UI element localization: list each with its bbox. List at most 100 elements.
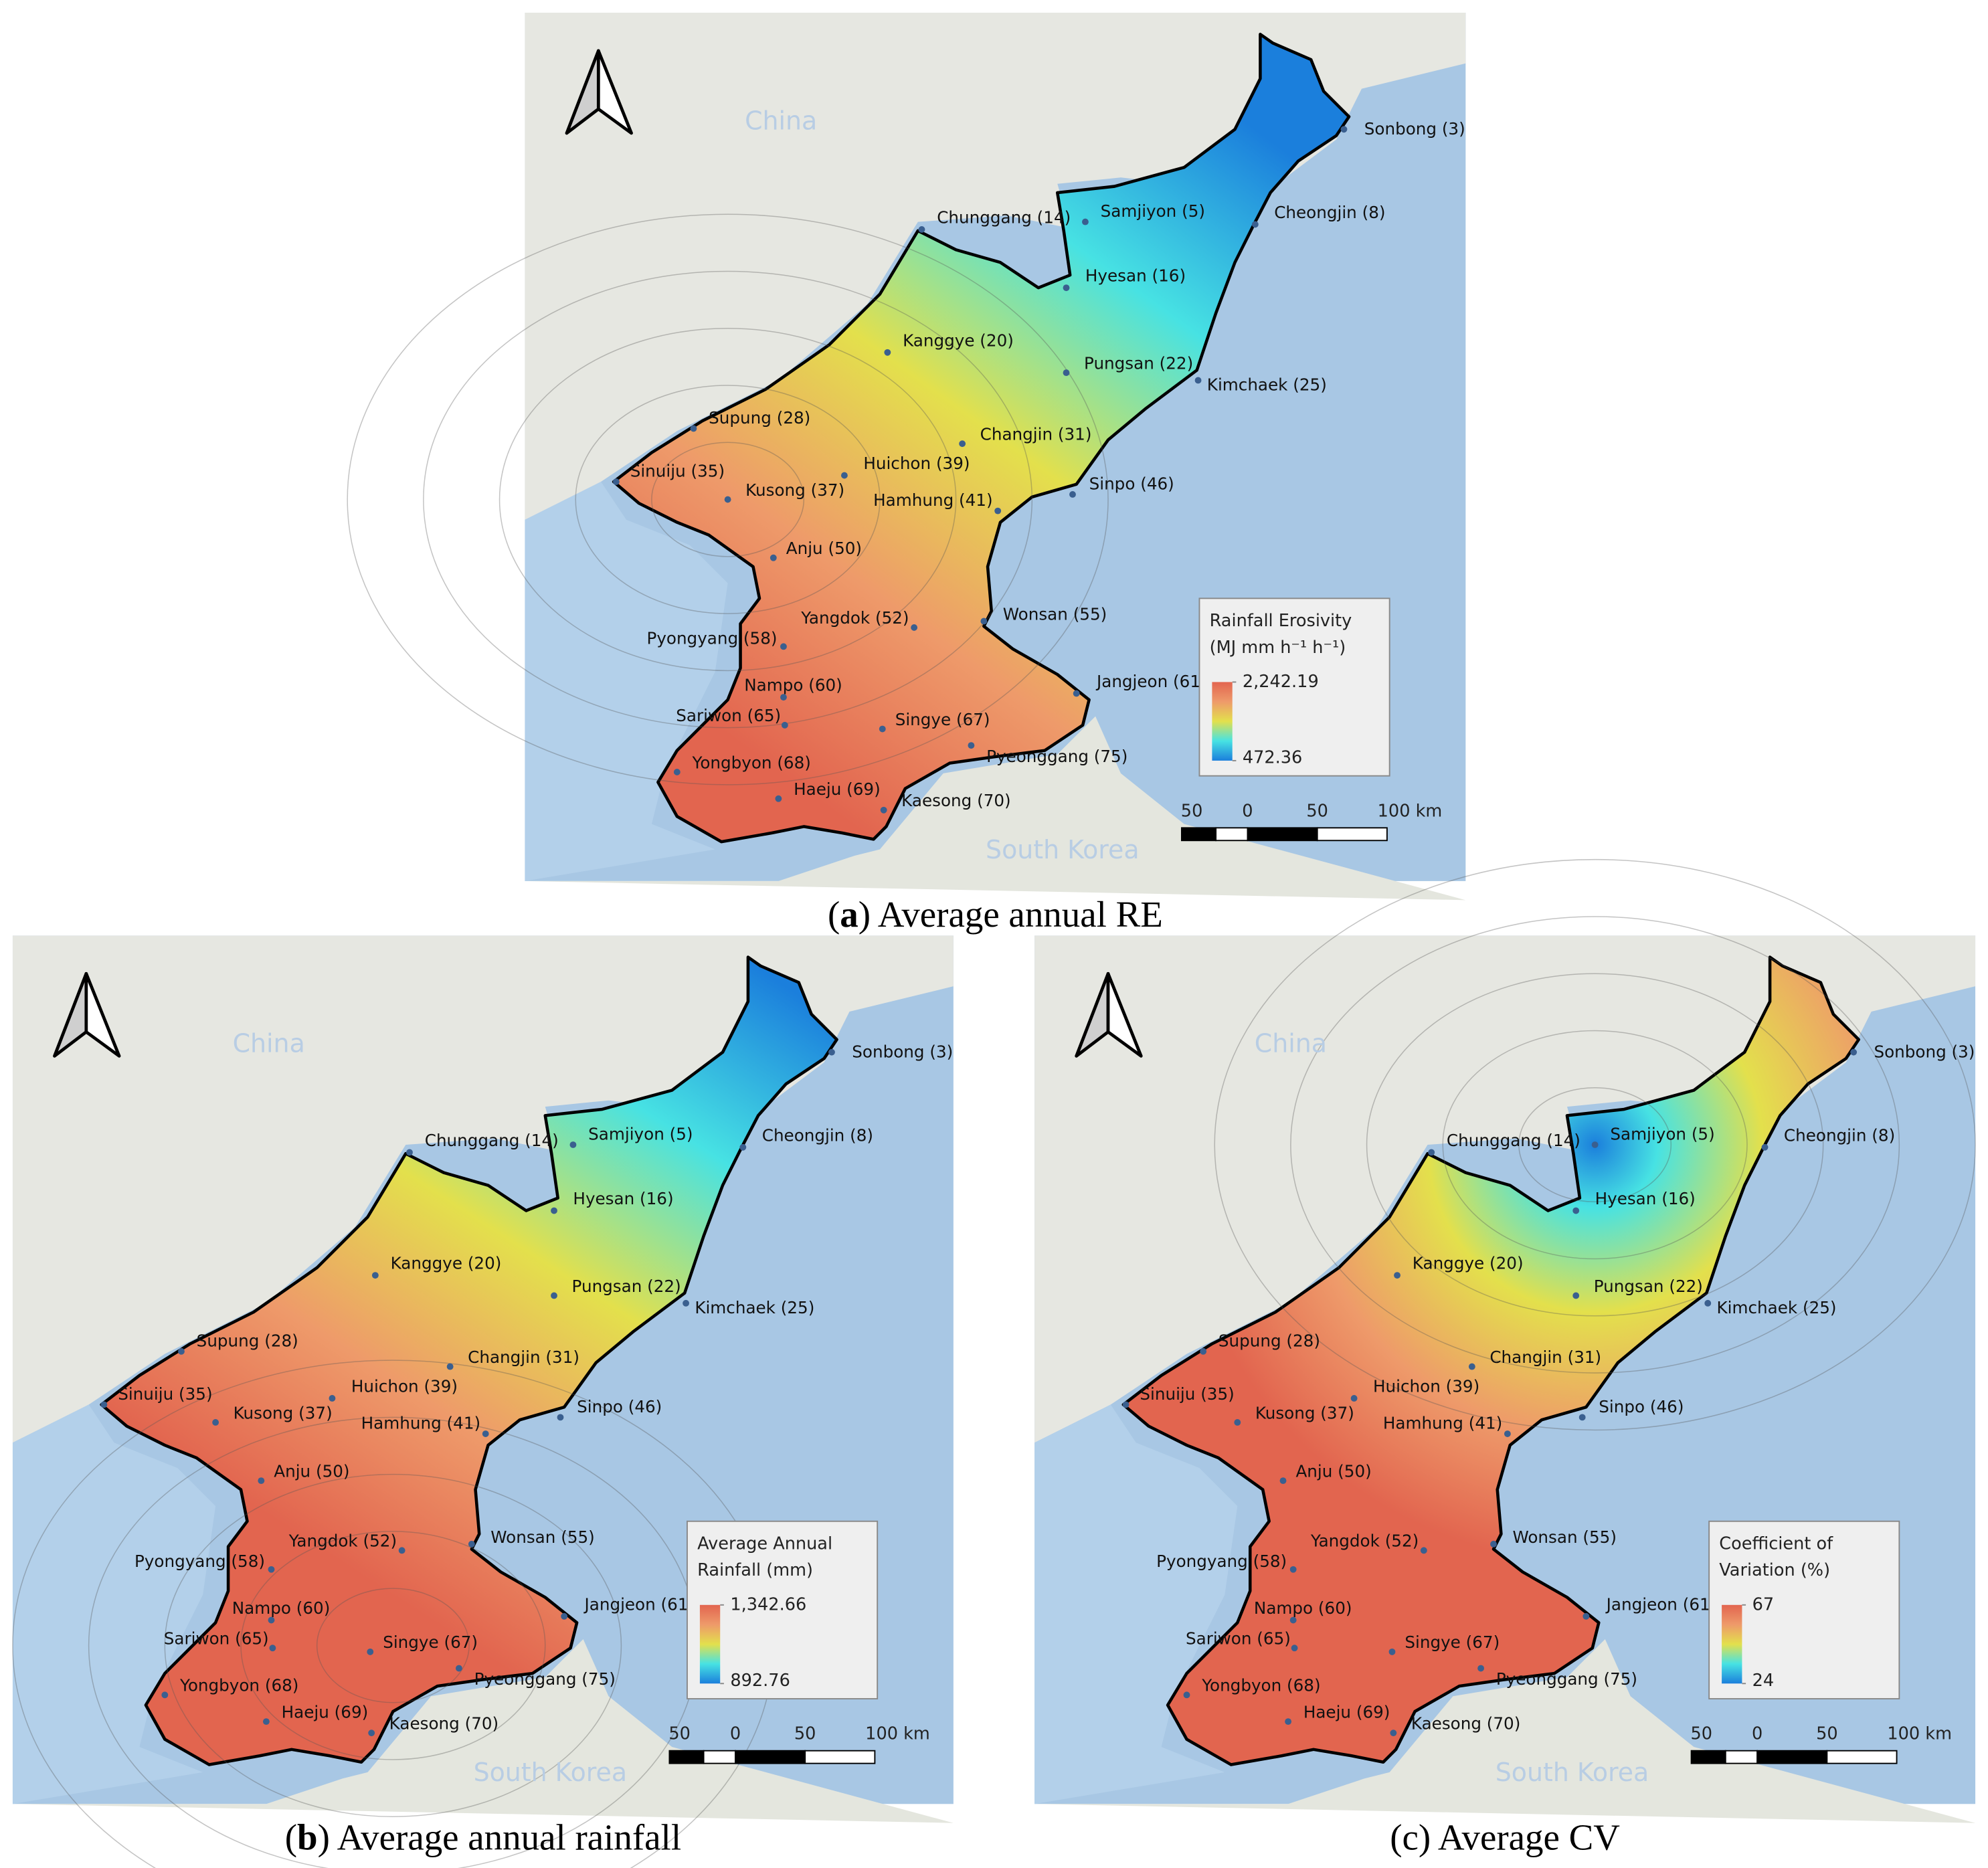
- colorbar: [699, 1604, 721, 1684]
- station-point: [100, 1401, 108, 1408]
- station-label: Hamhung (41): [873, 490, 992, 510]
- station-point: [1388, 1648, 1396, 1655]
- station-point: [1477, 1665, 1485, 1672]
- place-label: China: [233, 1029, 305, 1058]
- station-label: Chunggang (14): [1447, 1131, 1580, 1150]
- station-label: Anju (50): [1295, 1461, 1371, 1481]
- caption-label: c: [1403, 1816, 1419, 1857]
- station-point: [1073, 690, 1080, 697]
- place-label: South Korea: [474, 1758, 628, 1787]
- scale-segment: [1756, 1750, 1828, 1764]
- station-point: [690, 425, 697, 432]
- contour-line: [1442, 1030, 1748, 1260]
- station-label: Kusong (37): [745, 480, 844, 500]
- station-point: [918, 226, 925, 233]
- contour-line: [316, 1588, 470, 1703]
- station-label: Wonsan (55): [1512, 1527, 1616, 1547]
- north-arrow-right: [1106, 971, 1143, 1058]
- station-label: Pyeonggang (75): [1496, 1669, 1637, 1689]
- scale-segment: [1316, 827, 1388, 842]
- station-point: [880, 806, 887, 814]
- station-point: [1234, 1419, 1241, 1426]
- scale-segment: [1247, 827, 1318, 842]
- station-label: Sariwon (65): [164, 1629, 269, 1649]
- station-point: [262, 1718, 270, 1725]
- station-point: [367, 1648, 374, 1655]
- station-label: Pungsan (22): [1594, 1277, 1703, 1296]
- station-label: Cheongjin (8): [1784, 1125, 1895, 1145]
- scale-label: 100 km: [865, 1724, 930, 1744]
- station-label: Cheongjin (8): [1274, 203, 1385, 222]
- map-panel: China South Korea Sonbong (3) Samjiyon (5) C…: [347, 12, 1466, 901]
- station-point: [612, 478, 620, 485]
- station-point: [1069, 491, 1076, 498]
- station-label: Nampo (60): [1254, 1598, 1352, 1618]
- contour-line: [1366, 973, 1824, 1317]
- station-point: [968, 742, 975, 749]
- station-point: [1583, 1612, 1590, 1620]
- station-label: Kaesong (70): [901, 791, 1010, 810]
- north-korea: [612, 32, 1351, 844]
- north-arrow-right: [84, 971, 121, 1058]
- scale-label: 100 km: [1887, 1724, 1952, 1744]
- station-point: [1194, 377, 1202, 384]
- station-label: Samjiyon (5): [1101, 201, 1205, 221]
- station-point: [1591, 1141, 1599, 1148]
- station-label: Supung (28): [709, 408, 810, 428]
- caption-label: a: [840, 894, 858, 935]
- scale-label: 0: [730, 1724, 741, 1744]
- colorbar: [1722, 1604, 1742, 1684]
- station-label: Sariwon (65): [676, 706, 781, 725]
- sea-west: [525, 482, 728, 881]
- station-point: [1291, 1645, 1298, 1652]
- station-label: Jangjeon (61): [1095, 672, 1207, 691]
- land-south-korea: [1034, 1639, 1976, 1823]
- station-label: Chunggang (14): [425, 1131, 559, 1150]
- station-label: Jangjeon (61): [1605, 1594, 1717, 1614]
- colorbar-label: 472.36: [1243, 748, 1302, 768]
- station-label: Haeju (69): [794, 779, 881, 799]
- station-label: Kimchaek (25): [695, 1298, 814, 1317]
- station-point: [468, 1540, 475, 1548]
- caption-open: (: [285, 1816, 297, 1857]
- station-label: Chunggang (14): [937, 208, 1071, 227]
- station-label: Cheongjin (8): [762, 1125, 873, 1145]
- station-point: [1063, 369, 1070, 377]
- station-point: [212, 1419, 219, 1426]
- station-point: [1572, 1207, 1580, 1214]
- station-label: Supung (28): [1218, 1331, 1320, 1350]
- station-point: [557, 1414, 564, 1421]
- station-label: Pyongyang (58): [134, 1552, 265, 1571]
- scale-label: 50: [1816, 1724, 1838, 1744]
- station-label: Sonbong (3): [852, 1042, 953, 1061]
- station-point: [1490, 1540, 1497, 1548]
- scale-segment: [1690, 1750, 1726, 1764]
- station-point: [994, 507, 1002, 515]
- station-point: [1285, 1718, 1292, 1725]
- station-point: [446, 1363, 454, 1370]
- scale-segment: [735, 1750, 806, 1764]
- station-label: Hyesan (16): [1595, 1189, 1696, 1208]
- station-label: Jangjeon (61): [583, 1594, 695, 1614]
- scale-segment: [804, 1750, 876, 1764]
- station-label: Yongbyon (68): [692, 753, 811, 772]
- station-point: [258, 1477, 265, 1485]
- station-label: Sariwon (65): [1186, 1629, 1291, 1649]
- station-label: Hamhung (41): [1383, 1413, 1502, 1432]
- colorbar-label: 24: [1752, 1671, 1775, 1691]
- station-label: Anju (50): [786, 539, 862, 558]
- station-label: Pyeonggang (75): [474, 1669, 616, 1689]
- colorbar-label: 892.76: [730, 1671, 790, 1691]
- station-point: [398, 1547, 405, 1554]
- station-point: [561, 1612, 568, 1620]
- station-label: Sinuiju (35): [630, 461, 725, 480]
- station-point: [884, 349, 891, 356]
- contour-line: [499, 328, 957, 672]
- station-label: Hyesan (16): [573, 1189, 673, 1208]
- station-point: [1289, 1566, 1297, 1573]
- contour-line: [1518, 1087, 1672, 1203]
- caption-label: b: [297, 1816, 318, 1857]
- station-point: [683, 1299, 689, 1307]
- station-label: Supung (28): [197, 1331, 298, 1350]
